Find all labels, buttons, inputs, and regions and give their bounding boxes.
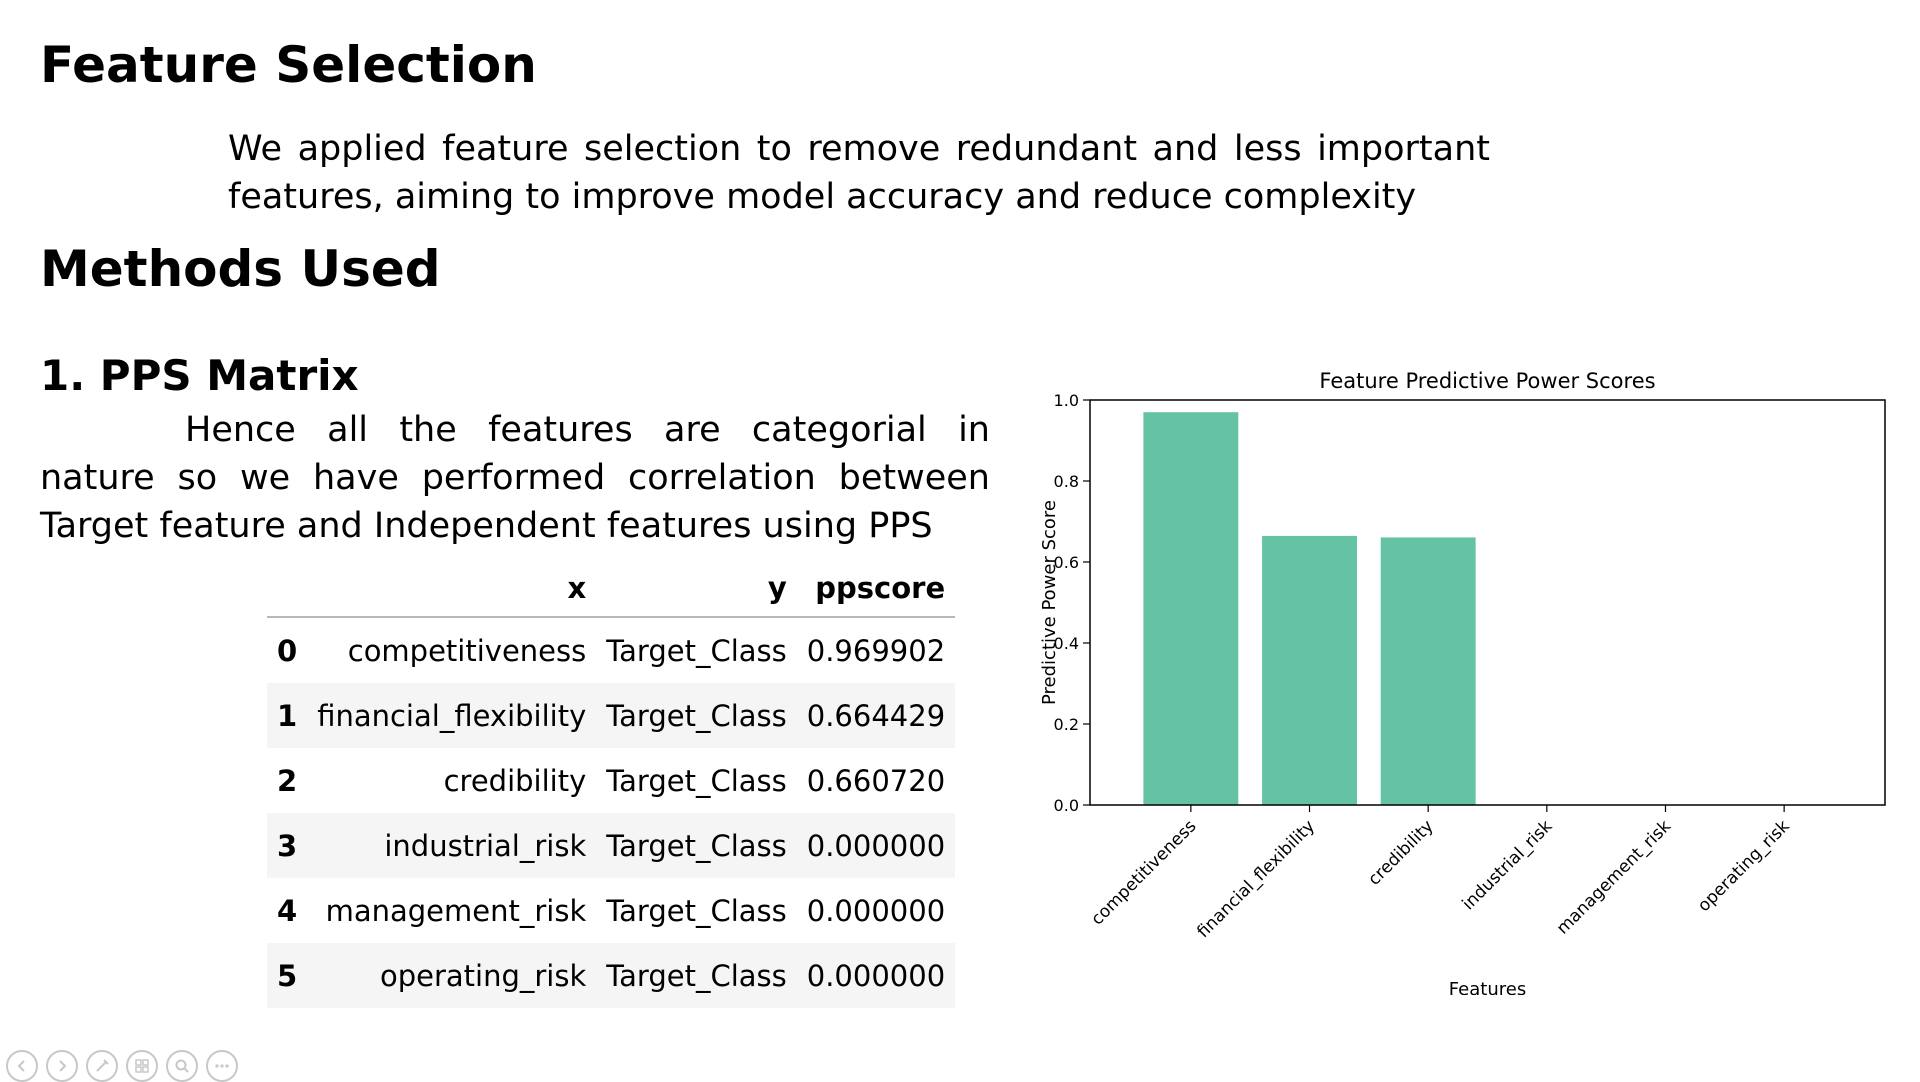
method1-heading: 1. PPS Matrix <box>40 351 359 400</box>
table-row: 1 financial_flexibility Target_Class 0.6… <box>267 683 956 748</box>
score-cell: 0.000000 <box>806 893 946 928</box>
x-tick-label: credibility <box>1364 816 1437 889</box>
x-tick-label: financial_flexibility <box>1193 816 1319 942</box>
row-index: 2 <box>277 763 298 798</box>
pen-icon <box>96 1059 109 1072</box>
target-cell: Target_Class <box>606 633 787 668</box>
table-row: 2 credibility Target_Class 0.660720 <box>267 748 955 813</box>
previous-icon <box>17 1060 25 1072</box>
target-cell: Target_Class <box>606 893 787 928</box>
slides-icon <box>135 1059 149 1073</box>
row-index: 4 <box>277 893 298 928</box>
x-tick-label: operating_risk <box>1694 816 1794 916</box>
zoom-button[interactable] <box>166 1050 198 1082</box>
slide-title: Feature Selection <box>40 36 537 94</box>
table-row: 4 management_risk Target_Class 0.000000 <box>267 878 955 943</box>
x-tick-label: management_risk <box>1553 816 1675 938</box>
plot-frame <box>1089 399 1886 806</box>
chart-title: Feature Predictive Power Scores <box>1319 369 1655 393</box>
table-header-row: x y ppscore <box>267 560 956 618</box>
row-index: 3 <box>277 828 298 863</box>
target-cell: Target_Class <box>606 828 787 863</box>
more-button[interactable] <box>206 1050 238 1082</box>
y-tick-label: 0.2 <box>1054 715 1079 734</box>
y-tick-label: 0.0 <box>1054 796 1079 815</box>
index-header <box>267 560 308 618</box>
y-tick-label: 0.4 <box>1054 634 1079 653</box>
table-row: 5 operating_risk Target_Class 0.000000 <box>267 943 956 1008</box>
score-cell: 0.000000 <box>806 828 946 863</box>
feature-cell: industrial_risk <box>384 828 587 863</box>
x-tick-label: industrial_risk <box>1459 816 1557 914</box>
x-header: x <box>307 560 597 618</box>
next-icon <box>59 1060 67 1072</box>
more-icon <box>215 1064 229 1068</box>
feature-cell: operating_risk <box>379 958 587 993</box>
zoom-icon <box>175 1059 189 1073</box>
slideshow-toolbar <box>6 1050 238 1082</box>
pps-table: x y ppscore 0 competitiveness Target_Cla… <box>267 560 956 1008</box>
score-cell: 0.000000 <box>806 958 946 993</box>
chart-bar <box>1262 535 1357 805</box>
y-tick-label: 1.0 <box>1054 391 1079 410</box>
feature-cell: competitiveness <box>347 633 587 668</box>
target-cell: Target_Class <box>606 763 787 798</box>
score-cell: 0.969902 <box>806 633 946 668</box>
score-cell: 0.660720 <box>806 763 946 798</box>
y-axis-label: Predictive Power Score <box>1039 500 1060 705</box>
y-tick-label: 0.8 <box>1054 472 1079 491</box>
row-index: 0 <box>277 633 298 668</box>
x-axis-label: Features <box>1449 979 1526 995</box>
table-row: 3 industrial_risk Target_Class 0.000000 <box>267 813 956 878</box>
y-header: y <box>596 560 797 618</box>
previous-button[interactable] <box>6 1050 38 1082</box>
row-index: 5 <box>277 958 298 993</box>
ppscore-header: ppscore <box>796 560 956 618</box>
x-tick-label: competitiveness <box>1087 816 1200 929</box>
feature-cell: credibility <box>443 763 587 798</box>
chart-bar <box>1380 537 1476 805</box>
table-row: 0 competitiveness Target_Class 0.969902 <box>267 617 955 683</box>
method1-paragraph: Hence all the features are categorial in… <box>40 406 990 550</box>
next-button[interactable] <box>46 1050 78 1082</box>
pen-button[interactable] <box>86 1050 118 1082</box>
methods-heading: Methods Used <box>40 240 441 298</box>
intro-paragraph: We applied feature selection to remove r… <box>228 129 1490 217</box>
y-tick-label: 0.6 <box>1054 553 1079 572</box>
feature-cell: management_risk <box>325 893 587 928</box>
target-cell: Target_Class <box>606 698 787 733</box>
method1-text: Hence all the features are categorial in… <box>40 410 990 546</box>
slides-button[interactable] <box>126 1050 158 1082</box>
pps-bar-chart: Feature Predictive Power Scores competiti… <box>1039 369 1886 995</box>
row-index: 1 <box>277 698 298 733</box>
target-cell: Target_Class <box>606 958 787 993</box>
score-cell: 0.664429 <box>806 698 946 733</box>
feature-cell: financial_flexibility <box>317 698 587 733</box>
chart-bar <box>1143 412 1239 805</box>
